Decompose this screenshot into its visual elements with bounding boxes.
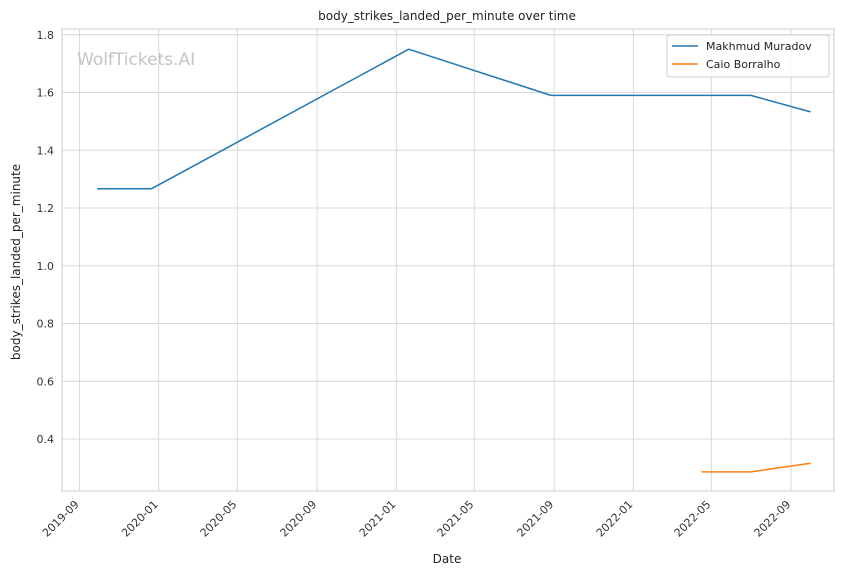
y-tick-label: 0.8 (37, 318, 55, 331)
legend: Makhmud Muradov Caio Borralho (666, 34, 830, 78)
x-tick-label: 2022-05 (672, 498, 714, 540)
x-tick-label: 2021-05 (435, 498, 477, 540)
x-tick-label: 2021-09 (515, 498, 557, 540)
x-tick-label: 2019-09 (40, 498, 82, 540)
x-axis-label: Date (433, 552, 462, 566)
y-tick-label: 0.6 (37, 375, 55, 388)
y-axis-label: body_strikes_landed_per_minute (9, 164, 23, 360)
y-tick-label: 1.4 (37, 144, 55, 157)
watermark: WolfTickets.AI (77, 50, 195, 70)
x-tick-label: 2020-05 (198, 498, 240, 540)
series-line-0 (97, 48, 811, 190)
chart-title: body_strikes_landed_per_minute over time (318, 9, 576, 23)
y-tick-label: 1.2 (37, 202, 55, 215)
grid (62, 29, 834, 491)
y-tick-label: 1.8 (37, 29, 55, 42)
y-tick-labels: 0.4 0.6 0.8 1.0 1.2 1.4 1.6 1.8 (37, 29, 55, 446)
legend-label: Makhmud Muradov (706, 40, 812, 53)
x-tick-label: 2022-01 (594, 498, 636, 540)
legend-box (666, 34, 830, 78)
x-tick-label: 2020-01 (119, 498, 161, 540)
y-tick-label: 1.6 (37, 87, 55, 100)
y-tick-label: 1.0 (37, 260, 55, 273)
plot-frame (61, 28, 835, 492)
x-tick-label: 2022-09 (752, 498, 794, 540)
y-tick-label: 0.4 (37, 433, 55, 446)
x-tick-label: 2020-09 (278, 498, 320, 540)
x-tick-labels: 2019-09 2020-01 2020-05 2020-09 2021-01 2021-… (40, 498, 793, 540)
legend-label: Caio Borralho (706, 58, 781, 71)
x-tick-label: 2021-01 (357, 498, 399, 540)
series-layer (97, 48, 811, 473)
series-line-1 (701, 462, 811, 473)
